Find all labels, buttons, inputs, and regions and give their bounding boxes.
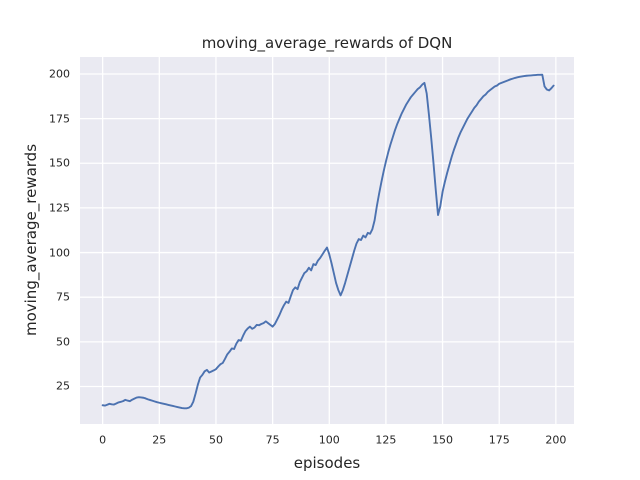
x-tick-label: 175 xyxy=(488,433,510,447)
x-axis-label: episodes xyxy=(293,454,361,472)
x-tick-label: 75 xyxy=(265,433,280,447)
y-tick-label: 75 xyxy=(56,290,70,304)
chart-title: moving_average_rewards of DQN xyxy=(201,34,453,52)
x-tick-label: 200 xyxy=(545,433,567,447)
x-tick-label: 125 xyxy=(375,433,397,447)
y-tick-label: 100 xyxy=(49,246,70,260)
x-tick-label: 100 xyxy=(318,433,340,447)
y-axis-label: moving_average_rewards xyxy=(22,143,40,337)
y-tick-label: 200 xyxy=(49,67,70,81)
y-tick-label: 150 xyxy=(49,156,70,170)
x-tick-label: 0 xyxy=(99,433,107,447)
x-tick-label: 25 xyxy=(152,433,167,447)
plot-area xyxy=(80,57,574,424)
y-tick-label: 175 xyxy=(49,112,70,126)
x-tick-label: 50 xyxy=(208,433,223,447)
line-chart-svg xyxy=(80,57,574,424)
x-tick-label: 150 xyxy=(432,433,454,447)
rewards-line xyxy=(101,73,555,410)
y-tick-label: 50 xyxy=(56,335,70,349)
y-tick-label: 25 xyxy=(56,379,70,393)
y-tick-label: 125 xyxy=(49,201,70,215)
